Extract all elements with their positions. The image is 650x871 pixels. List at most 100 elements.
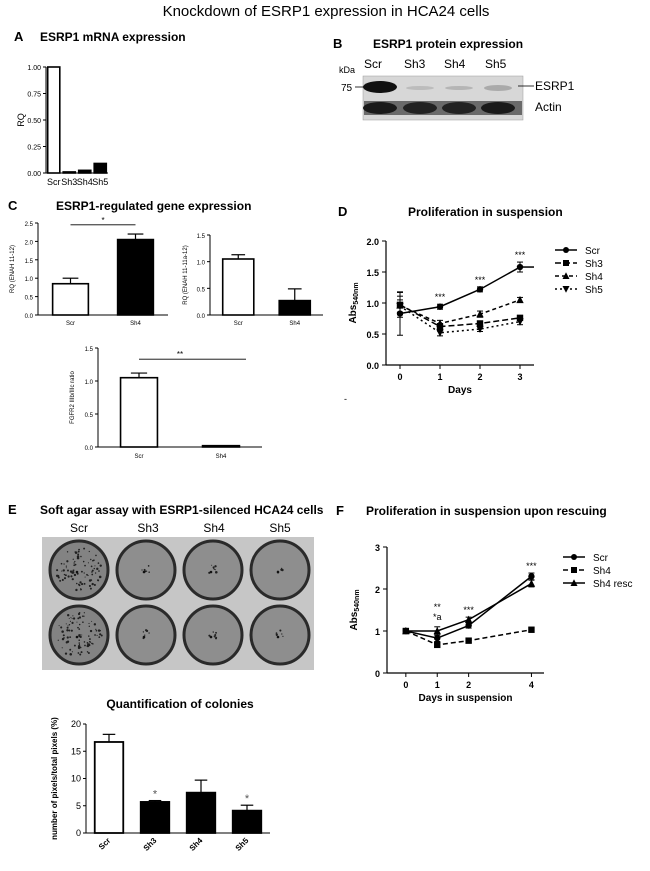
band-actin-sh5: [481, 102, 515, 114]
x-axis-label: Days in suspension: [419, 693, 513, 704]
well: [182, 604, 244, 666]
colony: [91, 643, 94, 645]
colony: [67, 575, 70, 578]
colony: [59, 579, 62, 582]
colony: [74, 551, 78, 554]
colony: [70, 629, 73, 632]
colony: [148, 632, 150, 634]
series-line: [405, 629, 532, 646]
colony: [67, 614, 70, 617]
colony: [83, 572, 85, 574]
series-line: [399, 304, 521, 328]
colony: [94, 572, 97, 574]
band-actin-sh3: [403, 102, 437, 114]
y-tick-label: 2: [375, 585, 380, 595]
colony: [75, 588, 78, 592]
category-label: Scr: [47, 177, 61, 187]
significance-marker: *: [245, 793, 250, 805]
colony: [66, 626, 69, 629]
colony: [142, 570, 146, 574]
figure-title: Knockdown of ESRP1 expression in HCA24 c…: [163, 3, 490, 20]
colony: [74, 563, 77, 566]
data-point: [528, 573, 535, 580]
colony: [209, 570, 213, 574]
series-line: [399, 299, 521, 325]
y-axis-label-main: Abs: [348, 304, 359, 323]
colony: [79, 633, 81, 636]
bar-sh4: [116, 238, 155, 316]
colony: [83, 582, 86, 585]
colony: [69, 652, 73, 656]
y-tick-label: 0.0: [85, 446, 94, 452]
chart-f-proliferation-rescue: 0 1 2 3 0 1 2 4 Days in suspension Abs540nm ***a **…: [349, 543, 632, 704]
colony: [100, 634, 103, 637]
significance-marker: *a: [433, 612, 442, 622]
colony: [91, 582, 94, 586]
x-tick-label: 0: [403, 680, 408, 690]
colony: [215, 569, 217, 571]
colony: [282, 635, 284, 637]
y-tick-label: 1.0: [25, 277, 34, 283]
colony: [63, 577, 67, 580]
y-tick-label: 1.0: [85, 380, 94, 386]
colony: [281, 633, 283, 635]
colony: [77, 652, 80, 654]
legend-label: Sh5: [585, 285, 603, 296]
band-label-esrp1: ESRP1: [535, 79, 575, 93]
legend-item-sh4: Sh4: [563, 566, 611, 577]
colony: [71, 621, 74, 624]
band-esrp1-sh4: [445, 86, 473, 90]
colony: [78, 616, 82, 619]
kda-label: kDa: [339, 65, 355, 75]
colony: [99, 564, 102, 567]
colony: [65, 641, 68, 644]
colony: [212, 567, 215, 569]
colony: [276, 635, 280, 639]
significance-marker: ***: [475, 275, 486, 285]
western-blot: kDa Scr Sh3 Sh4 Sh5 75 ESRP1 Actin: [339, 57, 575, 121]
category-label: Sh4: [216, 454, 227, 460]
colony-dots: [55, 547, 284, 656]
colony: [87, 643, 89, 646]
colony: [63, 637, 65, 639]
panel-d-title: Proliferation in suspension: [408, 205, 563, 219]
y-tick-label: 2.0: [25, 240, 34, 246]
well: [249, 539, 311, 601]
category-label: Scr: [234, 321, 243, 327]
band-esrp1-sh5: [484, 85, 512, 91]
chart-a-esrp1-mrna: 0.00 0.25 0.50 0.75 1.00 Scr Sh3 Sh4 Sh5 RQ: [16, 65, 108, 187]
colony: [56, 569, 59, 572]
colony: [63, 573, 66, 576]
colony: [89, 587, 92, 590]
category-label: Sh3: [142, 836, 159, 853]
colony: [144, 634, 146, 636]
colony: [78, 642, 80, 644]
y-tick-label: 0.75: [27, 92, 41, 99]
colony: [78, 628, 81, 630]
well: [115, 604, 177, 666]
category-label: Sh5: [234, 836, 251, 853]
colony: [91, 571, 93, 573]
colony: [58, 625, 60, 627]
data-point: [436, 303, 444, 310]
colony: [74, 560, 76, 563]
significance-marker: **: [434, 602, 442, 612]
band-esrp1-sh3: [406, 86, 434, 90]
y-tick-label: 0: [76, 828, 81, 838]
category-label: Sh4: [188, 836, 205, 853]
legend-label: Scr: [585, 246, 601, 257]
colony: [83, 547, 86, 550]
y-tick-label: 1.5: [85, 347, 94, 353]
colony: [213, 568, 216, 570]
colony: [78, 639, 80, 641]
colony: [81, 615, 84, 617]
well: [182, 539, 244, 601]
bar-sh4: [185, 791, 217, 834]
band-esrp1-scr: [363, 81, 397, 93]
colony: [214, 565, 217, 568]
colony: [91, 573, 94, 576]
legend-label: Sh4 resc: [593, 579, 632, 590]
colony: [62, 634, 65, 637]
y-axis-label: number of pixels/total pixels (%): [50, 717, 59, 840]
data-point: [396, 302, 404, 311]
